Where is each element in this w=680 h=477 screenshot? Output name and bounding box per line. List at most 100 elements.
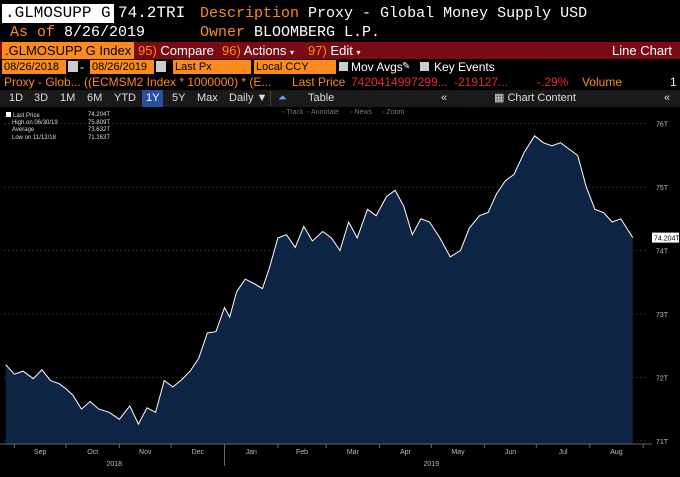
start-date-field[interactable]: 08/26/2018	[2, 60, 66, 74]
x-tick-label: Sep	[34, 449, 47, 456]
year-label-2018: 2018	[106, 461, 122, 468]
collapse-right-icon[interactable]: «	[664, 92, 671, 104]
edit-dropdown-icon: ▾	[356, 48, 361, 57]
function-toolbar: .GLMOSUPP G Index 95) Compare 96) Action…	[0, 42, 680, 59]
period-6m[interactable]: 6M	[87, 92, 103, 104]
chart-legend: Last Price 74.204T High on 06/30/19 75.8…	[6, 112, 110, 142]
x-tick-label: Oct	[87, 449, 98, 456]
track-tool[interactable]: ◦ Track	[282, 109, 304, 116]
series-name[interactable]: Proxy - Glob...	[4, 75, 81, 89]
x-tick-label: Nov	[139, 449, 152, 456]
year-label-2019: 2019	[423, 461, 439, 468]
actions-dropdown-icon: ▾	[289, 48, 294, 57]
security-button[interactable]: .GLMOSUPP G Index	[2, 42, 135, 59]
line-chart-icon[interactable]: ⏶	[278, 92, 287, 104]
legend-high-value: 75.809T	[87, 119, 110, 126]
zoom-tool[interactable]: ◦ Zoom	[382, 109, 404, 116]
y-tick-label: 76T	[656, 122, 669, 129]
x-tick-label: Jun	[505, 449, 516, 456]
price-line	[5, 135, 634, 426]
legend-high: High on 06/30/19 75.809T	[6, 120, 110, 128]
frequency-dropdown-icon: ▼	[256, 92, 268, 104]
period-5y[interactable]: 5Y	[172, 92, 186, 104]
date-separator: -	[80, 60, 84, 74]
table-button[interactable]: Table	[308, 92, 335, 104]
end-calendar-icon[interactable]	[156, 61, 166, 72]
description: Description Proxy - Global Money Supply …	[200, 4, 587, 23]
x-tick-label: Feb	[296, 449, 308, 456]
pct-change-value: -.29%	[537, 75, 569, 89]
mov-avgs-checkbox[interactable]	[339, 62, 348, 71]
period-max[interactable]: Max	[197, 92, 218, 104]
y-tick-label: 75T	[656, 185, 669, 192]
x-tick-label: Dec	[192, 449, 205, 456]
collapse-left-icon[interactable]: «	[441, 92, 448, 104]
period-3d[interactable]: 3D	[34, 92, 49, 104]
owner-value: BLOOMBERG L.P.	[254, 24, 381, 41]
divider	[270, 91, 271, 106]
compare-button[interactable]: 95) Compare	[138, 42, 214, 59]
as-of-label: As of	[10, 24, 56, 41]
period-1d[interactable]: 1D	[9, 92, 24, 104]
edit-label: Edit	[330, 43, 353, 58]
y-tick-label: 74T	[656, 249, 669, 256]
start-calendar-icon[interactable]	[68, 61, 78, 72]
legend-low-label: Low on 11/12/18	[12, 134, 56, 141]
frequency-label: Daily	[229, 92, 254, 104]
legend-average-value: 73.632T	[87, 127, 110, 133]
key-events-checkbox[interactable]	[420, 62, 429, 71]
owner: Owner BLOOMBERG L.P.	[200, 23, 380, 42]
series-legend-row: Proxy - Glob... ((ECMSM2 Index * 1000000…	[0, 75, 680, 90]
period-bar: 1D 3D 1M 6M YTD 1Y 5Y Max Daily ▼ ⏶ Tabl…	[0, 90, 680, 107]
edit-button[interactable]: 97) Edit ▾	[308, 42, 360, 59]
currency-select[interactable]: Local CCY	[254, 60, 336, 74]
legend-high-label: High on 06/30/19	[12, 119, 58, 126]
y-tick-label: 72T	[656, 375, 669, 382]
compare-label: Compare	[160, 43, 214, 58]
ticker-field[interactable]: .GLMOSUPP G	[2, 4, 114, 23]
owner-label: Owner	[200, 24, 246, 41]
legend-low-value: 71.263T	[87, 134, 110, 141]
x-tick-label: Mar	[347, 449, 360, 456]
legend-average: Average 73.632T	[6, 127, 110, 135]
chart-content-label: Chart Content	[507, 92, 576, 104]
description-label: Description	[200, 5, 300, 22]
change-value: -219127...	[454, 75, 509, 89]
actions-label: Actions	[243, 43, 287, 58]
chart-area[interactable]: 71T 72T 73T 74T 75T 76T Sep Oct Nov Dec Jan Feb Mar…	[0, 107, 680, 477]
period-ytd[interactable]: YTD	[114, 92, 136, 104]
price-chart[interactable]: 71T 72T 73T 74T 75T 76T Sep Oct Nov Dec Jan Feb Mar…	[0, 107, 680, 477]
volume-label: Volume	[582, 75, 623, 89]
price-field-select[interactable]: Last Px	[173, 60, 251, 74]
y-tick-label: 73T	[656, 312, 669, 319]
x-tick-label: May	[451, 449, 465, 456]
legend-swatch	[6, 112, 11, 117]
x-tick-label: Aug	[610, 449, 623, 456]
compare-number: 95)	[138, 43, 157, 58]
x-tick-label: Apr	[400, 449, 412, 456]
period-1y[interactable]: 1Y	[142, 90, 164, 107]
key-events-label: Key Events	[434, 60, 495, 74]
chart-type-label[interactable]: Line Chart	[612, 43, 672, 58]
annotate-tool[interactable]: ◦ Annotate	[307, 109, 339, 116]
period-1m[interactable]: 1M	[60, 92, 76, 104]
legend-low: Low on 11/12/18 71.263T	[6, 135, 110, 143]
edit-number: 97)	[308, 43, 327, 58]
last-value-tag	[652, 232, 679, 243]
legend-last-price-value: 74.204T	[87, 112, 110, 118]
pencil-icon[interactable]: ✎	[402, 61, 411, 72]
as-of: As of 8/26/2019	[10, 23, 145, 42]
legend-average-label: Average	[12, 127, 35, 133]
series-formula: ((ECMSM2 Index * 1000000) * (E...	[84, 75, 272, 89]
chart-content-button[interactable]: ▦ Chart Content	[490, 90, 580, 107]
mov-avgs-label: Mov Avgs	[351, 60, 403, 74]
frequency-select[interactable]: Daily ▼	[225, 90, 271, 107]
security-header: .GLMOSUPP G 74.2TRI Description Proxy - …	[0, 0, 680, 42]
news-tool[interactable]: ◦ News	[350, 109, 372, 116]
price-area	[5, 135, 633, 445]
actions-number: 96)	[222, 43, 241, 58]
actions-button[interactable]: 96) Actions ▾	[222, 42, 294, 59]
last-value: 74.2TRI	[118, 4, 186, 22]
legend-last-price: Last Price 74.204T	[6, 112, 110, 120]
end-date-field[interactable]: 08/26/2019	[90, 60, 154, 74]
